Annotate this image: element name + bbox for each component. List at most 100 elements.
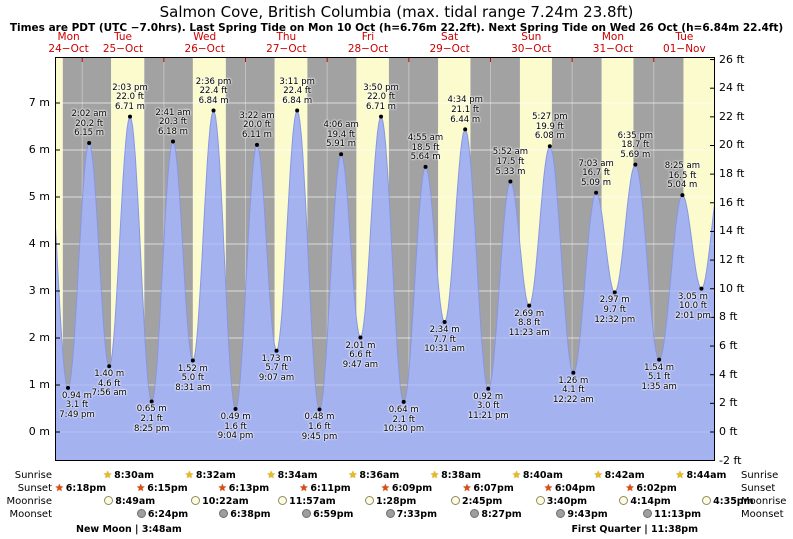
tide-extreme-dot [358, 335, 363, 340]
tide-extreme-dot [65, 385, 70, 390]
moonset-marker: 6:24pm [136, 508, 189, 521]
moonset-marker: 9:43pm [556, 508, 608, 521]
moonrise-time: 4:14pm [630, 496, 671, 507]
tide-curve [54, 109, 716, 462]
right-axis-label: 22 ft [719, 109, 745, 123]
chart-subtitle: Times are PDT (UTC −7.0hrs). Last Spring… [9, 22, 784, 34]
moonset-marker: 6:59pm [302, 508, 353, 521]
tide-extreme-dot [633, 162, 638, 167]
left-axis-label: 4 m [28, 237, 50, 250]
tide-extreme-dot [295, 108, 300, 113]
moonset-time: 6:24pm [147, 509, 189, 520]
moonset-time: 6:38pm [230, 509, 271, 520]
moonrise-time: 1:28pm [375, 496, 417, 507]
sunrise-time: 8:34am [277, 470, 318, 481]
day-label: Thu 27−Oct [266, 31, 307, 55]
first-quarter-label: First Quarter | 11:38pm [571, 524, 698, 535]
moonrise-time: 8:49am [115, 496, 156, 507]
moonrise-time: 4:35pm [713, 496, 754, 507]
moonrise-marker: 8:49am [104, 495, 155, 508]
tide-extreme-dot [379, 114, 384, 119]
sunrise-row-label-left: Sunrise [14, 470, 52, 481]
day-label: Tue 25−Oct [102, 31, 144, 55]
moonset-marker: 7:33pm [385, 508, 437, 521]
tide-extreme-dot [190, 358, 195, 363]
sunset-time: 6:18pm [65, 483, 107, 494]
day-label: Mon 31−Oct [592, 31, 634, 55]
moonset-time: 9:43pm [567, 509, 608, 520]
left-axis-label: 5 m [28, 190, 50, 203]
day-label: Fri 28−Oct [347, 31, 389, 55]
plot-border [55, 57, 715, 461]
moonrise-circle-icon [535, 496, 545, 505]
moonset-circle-icon [302, 509, 312, 518]
left-axis-label: 2 m [28, 331, 50, 344]
sunrise-marker: ★ 8:42am [594, 469, 645, 482]
moonset-circle-icon [643, 509, 653, 518]
moonrise-circle-icon [619, 496, 629, 505]
sunset-star-icon: ★ [299, 483, 309, 494]
moonrise-marker: 11:57am [278, 495, 336, 508]
sunrise-star-icon: ★ [593, 470, 603, 481]
new-moon-label: New Moon | 3:48am [76, 524, 182, 535]
sunset-star-icon: ★ [462, 483, 472, 494]
sunset-star-icon: ★ [54, 483, 64, 494]
moonrise-circle-icon [702, 496, 712, 505]
sunset-time: 6:13pm [228, 483, 270, 494]
right-axis-label: 24 ft [719, 81, 745, 95]
sunrise-time: 8:44am [686, 470, 727, 481]
sunrise-marker: ★ 8:32am [185, 469, 236, 482]
right-axis-label: 20 ft [719, 138, 745, 152]
tide-extreme-dot [442, 320, 447, 325]
tide-extreme-dot [254, 142, 259, 147]
day-label: Sat 29−Oct [429, 31, 470, 55]
tide-extreme-dot [128, 114, 133, 119]
tide-extreme-dot [211, 108, 216, 113]
sunset-star-icon: ★ [217, 483, 227, 494]
moonset-row-label-right: Moonset [741, 509, 784, 520]
tide-extreme-dot [527, 303, 532, 308]
moonset-marker: 8:27pm [470, 508, 522, 521]
sunrise-marker: ★ 8:44am [675, 469, 726, 482]
sunrise-row-label-right: Sunrise [741, 470, 779, 481]
moonrise-row-label-left: Moonrise [6, 496, 52, 507]
moonset-circle-icon [556, 509, 566, 518]
sunset-star-icon: ★ [380, 483, 390, 494]
moonset-circle-icon [385, 509, 395, 518]
sunrise-time: 8:40am [522, 470, 563, 481]
sunrise-time: 8:32am [195, 470, 236, 481]
daylight-band [55, 57, 63, 461]
sunset-marker: ★ 6:13pm [218, 482, 269, 495]
moonrise-marker: 4:14pm [619, 495, 671, 508]
sunset-row: Sunset Sunset ★ 6:18pm ★ 6:15pm ★ 6:13pm ★ 6:11… [0, 482, 793, 495]
right-axis-label: -2 ft [719, 453, 742, 467]
sunrise-marker: ★ 8:34am [267, 469, 318, 482]
tide-extreme-dot [680, 193, 685, 198]
tide-extreme-dot [87, 140, 92, 145]
moonset-time: 6:59pm [313, 509, 354, 520]
right-axis-label: 6 ft [719, 339, 738, 353]
sunset-marker: ★ 6:09pm [381, 482, 432, 495]
sunset-row-label-left: Sunset [17, 483, 52, 494]
sunrise-star-icon: ★ [103, 470, 113, 481]
tide-extreme-dot [486, 386, 491, 391]
tide-extreme-dot [274, 348, 279, 353]
sunset-time: 6:02pm [636, 483, 677, 494]
left-axis-label: 1 m [28, 378, 50, 391]
sunrise-star-icon: ★ [348, 470, 358, 481]
sunset-marker: ★ 6:04pm [544, 482, 595, 495]
tide-extreme-dot [317, 407, 322, 412]
sunset-time: 6:15pm [147, 483, 188, 494]
right-axis-label: 8 ft [719, 310, 738, 324]
tide-extreme-dot [463, 127, 468, 132]
right-axis-label: 18 ft [719, 167, 745, 181]
sunset-time: 6:04pm [554, 483, 596, 494]
moonset-row: Moonset Moonset 6:24pm 6:38pm 6:59pm 7:33pm… [0, 508, 793, 521]
left-axis-label: 7 m [28, 96, 50, 109]
tide-extreme-dot [233, 406, 238, 411]
moonset-circle-icon [219, 509, 229, 518]
sunrise-time: 8:36am [359, 470, 400, 481]
tide-extreme-dot [401, 399, 406, 404]
tide-extreme-dot [339, 152, 344, 157]
